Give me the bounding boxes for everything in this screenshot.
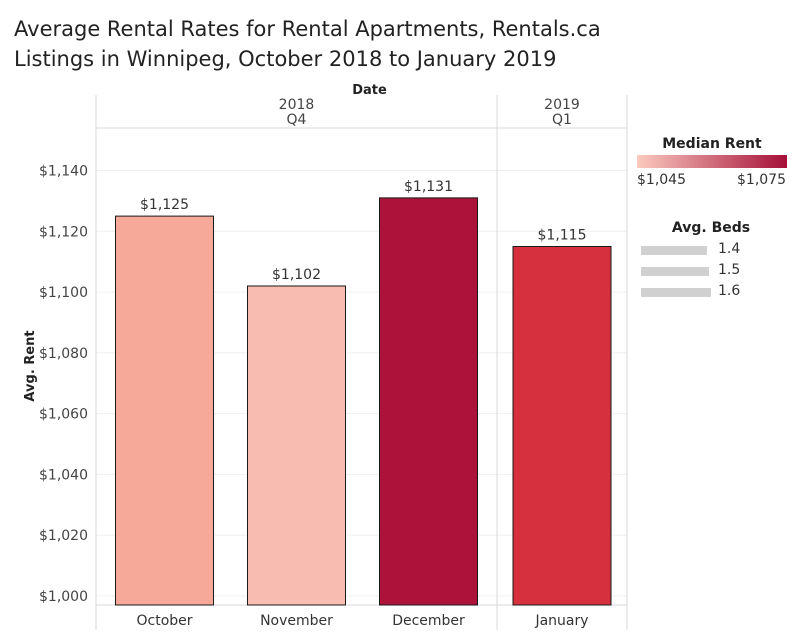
- bar-value-label: $1,131: [404, 179, 453, 195]
- x-tick-label: November: [260, 613, 333, 629]
- y-tick-label: $1,080: [39, 346, 88, 362]
- y-tick-label: $1,060: [39, 407, 88, 423]
- size-legend-label: 1.5: [718, 262, 741, 278]
- x-tick-label: January: [534, 613, 588, 629]
- x-tick-label: October: [136, 613, 192, 629]
- size-legend-swatch: [641, 246, 707, 255]
- size-legend-label: 1.4: [718, 241, 741, 257]
- bar-value-label: $1,115: [538, 227, 587, 243]
- bar: [512, 245, 612, 606]
- x-tick-label: December: [392, 613, 465, 629]
- size-legend-swatch: [641, 288, 711, 297]
- bar: [115, 215, 214, 606]
- size-legend-title: Avg. Beds: [671, 220, 751, 236]
- size-legend-label: 1.6: [718, 283, 741, 299]
- year-header: 2018: [279, 97, 315, 113]
- y-axis-title: Avg. Rent: [23, 330, 38, 401]
- y-tick-label: $1,040: [39, 467, 88, 483]
- bar: [379, 197, 478, 606]
- quarter-header: Q1: [552, 112, 572, 128]
- color-legend-max-label: $1,075: [737, 172, 786, 188]
- quarter-header: Q4: [287, 112, 307, 128]
- y-tick-label: $1,120: [39, 224, 88, 240]
- chart-title-line1: Average Rental Rates for Rental Apartmen…: [14, 17, 601, 41]
- color-legend-title: Median Rent: [662, 136, 762, 152]
- chart-title: Average Rental Rates for Rental Apartmen…: [14, 14, 634, 74]
- y-tick-label: $1,020: [39, 528, 88, 544]
- bar-value-label: $1,125: [140, 197, 189, 213]
- y-tick-label: $1,000: [39, 589, 88, 605]
- color-legend-ramp: [637, 155, 787, 168]
- y-tick-label: $1,100: [39, 285, 88, 301]
- size-legend-swatch: [641, 267, 709, 276]
- y-tick-label: $1,140: [39, 164, 88, 180]
- year-header: 2019: [544, 97, 580, 113]
- bar: [247, 285, 346, 606]
- chart-title-line2: Listings in Winnipeg, October 2018 to Ja…: [14, 47, 557, 71]
- color-legend-min-label: $1,045: [637, 172, 686, 188]
- bar-value-label: $1,102: [272, 267, 321, 283]
- column-header-title: Date: [352, 83, 387, 98]
